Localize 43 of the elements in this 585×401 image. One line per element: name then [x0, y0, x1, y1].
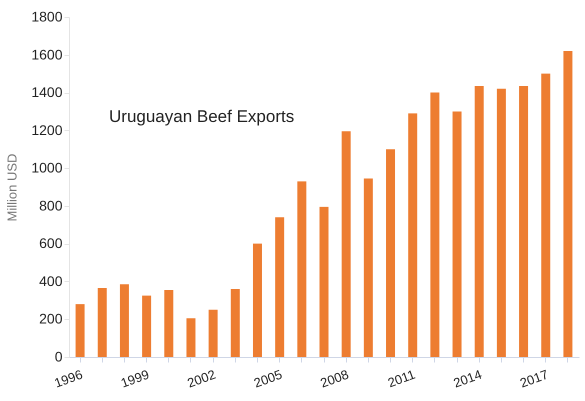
bar: [252, 244, 262, 357]
bar: [474, 86, 484, 357]
x-tick-label: 2017: [518, 366, 550, 391]
x-tick-label: 1996: [52, 366, 85, 391]
x-tick-label: 2005: [252, 366, 284, 391]
bar: [342, 131, 351, 357]
bar: [208, 310, 218, 357]
y-tick-label: 1400: [31, 84, 63, 100]
bar: [120, 284, 129, 357]
bar: [98, 288, 107, 357]
y-tick-label: 1000: [31, 160, 63, 176]
bar: [496, 88, 506, 357]
bar: [452, 111, 462, 357]
bar: [386, 149, 396, 357]
y-tick-label: 200: [39, 310, 63, 327]
x-tick-label: 2002: [185, 366, 218, 391]
y-tick-label: 0: [54, 348, 63, 364]
y-tick-label: 600: [39, 235, 63, 252]
bar: [142, 296, 152, 357]
bar: [230, 289, 240, 357]
bar: [297, 181, 306, 357]
y-axis-title: Million USD: [4, 154, 20, 222]
bar: [519, 86, 528, 357]
y-tick-label: 400: [39, 272, 63, 289]
y-tick-label: 1200: [31, 122, 63, 138]
bar: [186, 318, 196, 357]
bar: [541, 74, 550, 357]
bar: [408, 113, 418, 357]
bar: [164, 290, 174, 357]
bar: [275, 217, 284, 357]
y-tick-label: 1600: [31, 46, 63, 62]
bar: [430, 92, 440, 357]
bar: [563, 51, 572, 357]
bar: [76, 304, 85, 357]
x-tick-label: 2011: [386, 366, 418, 390]
x-tick-label: 2014: [451, 366, 484, 391]
text: Uruguayan Beef Exports: [109, 107, 294, 126]
x-tick-label: 1999: [118, 366, 152, 391]
x-tick-label: 2008: [318, 366, 351, 391]
bar: [364, 178, 373, 357]
y-tick-label: 800: [39, 197, 63, 214]
bar: [320, 206, 328, 357]
y-tick-label: 1800: [31, 8, 63, 24]
